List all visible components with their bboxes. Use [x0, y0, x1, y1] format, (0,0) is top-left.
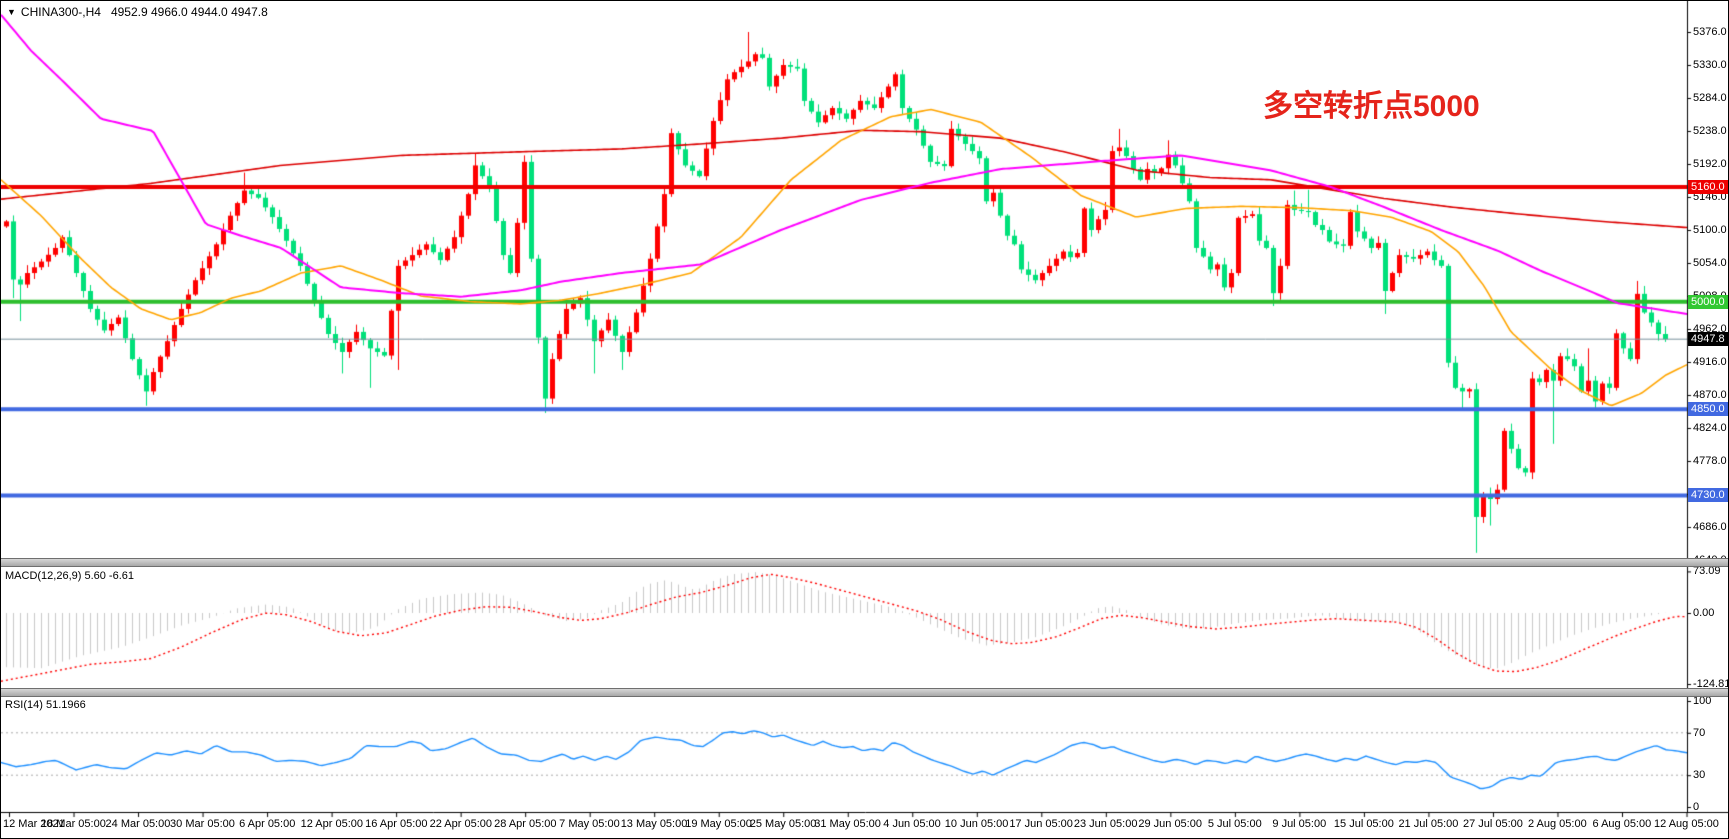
x-axis-label: 28 Apr 05:00 — [494, 818, 557, 830]
x-axis-label: 31 May 05:00 — [814, 818, 881, 830]
y-tick-label: 4824.0 — [1693, 421, 1727, 434]
rsi-indicator-label: RSI(14) 51.1966 — [5, 699, 86, 711]
panel-separator[interactable] — [1, 688, 1728, 697]
y-tick-label: 5330.0 — [1693, 58, 1727, 71]
x-axis-label: 9 Jul 05:00 — [1272, 818, 1327, 830]
rsi-level-label: 100 — [1693, 695, 1712, 707]
x-axis-label: 10 Jun 05:00 — [944, 818, 1009, 830]
panel-separator[interactable] — [1, 558, 1728, 567]
x-axis-label: 7 May 05:00 — [559, 818, 620, 830]
y-tick-label: 4962.0 — [1693, 322, 1727, 335]
rsi-level-label: 30 — [1693, 769, 1706, 782]
y-tick-label: 4778.0 — [1693, 454, 1727, 467]
price-level-badge: 5000.0 — [1688, 294, 1728, 309]
price-level-badge: 4730.0 — [1688, 488, 1728, 503]
y-tick-label: 5284.0 — [1693, 91, 1727, 104]
macd-level-label: 0.00 — [1693, 607, 1715, 619]
x-axis-label: 4 Jun 05:00 — [883, 818, 941, 830]
x-axis-label: 6 Apr 05:00 — [239, 818, 296, 830]
x-axis-label: 30 Mar 05:00 — [170, 818, 235, 830]
x-axis-label: 25 May 05:00 — [749, 818, 817, 830]
x-axis-label: 19 May 05:00 — [685, 818, 752, 830]
x-axis-label: 22 Apr 05:00 — [429, 818, 493, 830]
y-tick-label: 5238.0 — [1693, 124, 1727, 137]
x-axis-label: 12 Mar 2021 — [3, 818, 65, 830]
rsi-level-label: 70 — [1693, 726, 1706, 739]
x-axis-label: 12 Apr 05:00 — [300, 818, 363, 830]
x-axis-label: 5 Jul 05:00 — [1207, 818, 1262, 830]
x-axis-label: 23 Jun 05:00 — [1073, 818, 1138, 830]
x-axis-label: 13 May 05:00 — [620, 818, 688, 830]
y-tick-label: 5146.0 — [1693, 190, 1727, 203]
y-tick-label: 5192.0 — [1693, 157, 1727, 170]
macd-level-label: 73.09 — [1693, 565, 1721, 578]
y-tick-label: 5376.0 — [1693, 26, 1727, 38]
price-level-badge: 4947.8 — [1688, 332, 1728, 347]
ohlc-readout: 4952.9 4966.0 4944.0 4947.8 — [110, 5, 268, 19]
y-tick-label: 4916.0 — [1693, 355, 1727, 368]
trader-annotation[interactable]: 多空转折点5000 — [1263, 90, 1480, 123]
x-axis-label: 16 Apr 05:00 — [365, 818, 428, 830]
macd-indicator-label: MACD(12,26,9) 5.60 -6.61 — [5, 570, 135, 582]
x-axis-label: 29 Jun 05:00 — [1138, 818, 1202, 830]
symbol-timeframe: CHINA300-,H4 — [20, 5, 101, 19]
x-axis-label: 21 Jul 05:00 — [1398, 818, 1459, 830]
y-tick-label: 5054.0 — [1693, 256, 1727, 269]
rsi-level-label: 0 — [1693, 801, 1700, 813]
collapse-triangle-icon[interactable]: ▼ — [7, 7, 16, 17]
y-tick-label: 4686.0 — [1693, 520, 1727, 533]
x-axis-label: 12 Aug 05:00 — [1654, 818, 1719, 830]
chart-title: ▼ CHINA300-,H4 4952.9 4966.0 4944.0 4947.8 — [7, 5, 268, 19]
x-axis-label: 18 Mar 05:00 — [41, 818, 106, 830]
x-axis-label: 17 Jun 05:00 — [1009, 818, 1073, 830]
x-axis-label: 24 Mar 05:00 — [105, 818, 171, 830]
macd-level-label: -124.81 — [1693, 678, 1729, 691]
x-axis-label: 6 Aug 05:00 — [1592, 818, 1652, 830]
x-axis-label: 2 Aug 05:00 — [1527, 818, 1587, 830]
x-axis-label: 15 Jul 05:00 — [1333, 818, 1394, 830]
price-level-badge: 4850.0 — [1688, 402, 1728, 417]
y-tick-label: 5100.0 — [1693, 223, 1727, 236]
y-tick-label: 4870.0 — [1693, 388, 1727, 401]
price-level-badge: 5160.0 — [1688, 179, 1728, 194]
x-axis-label: 27 Jul 05:00 — [1462, 818, 1523, 830]
